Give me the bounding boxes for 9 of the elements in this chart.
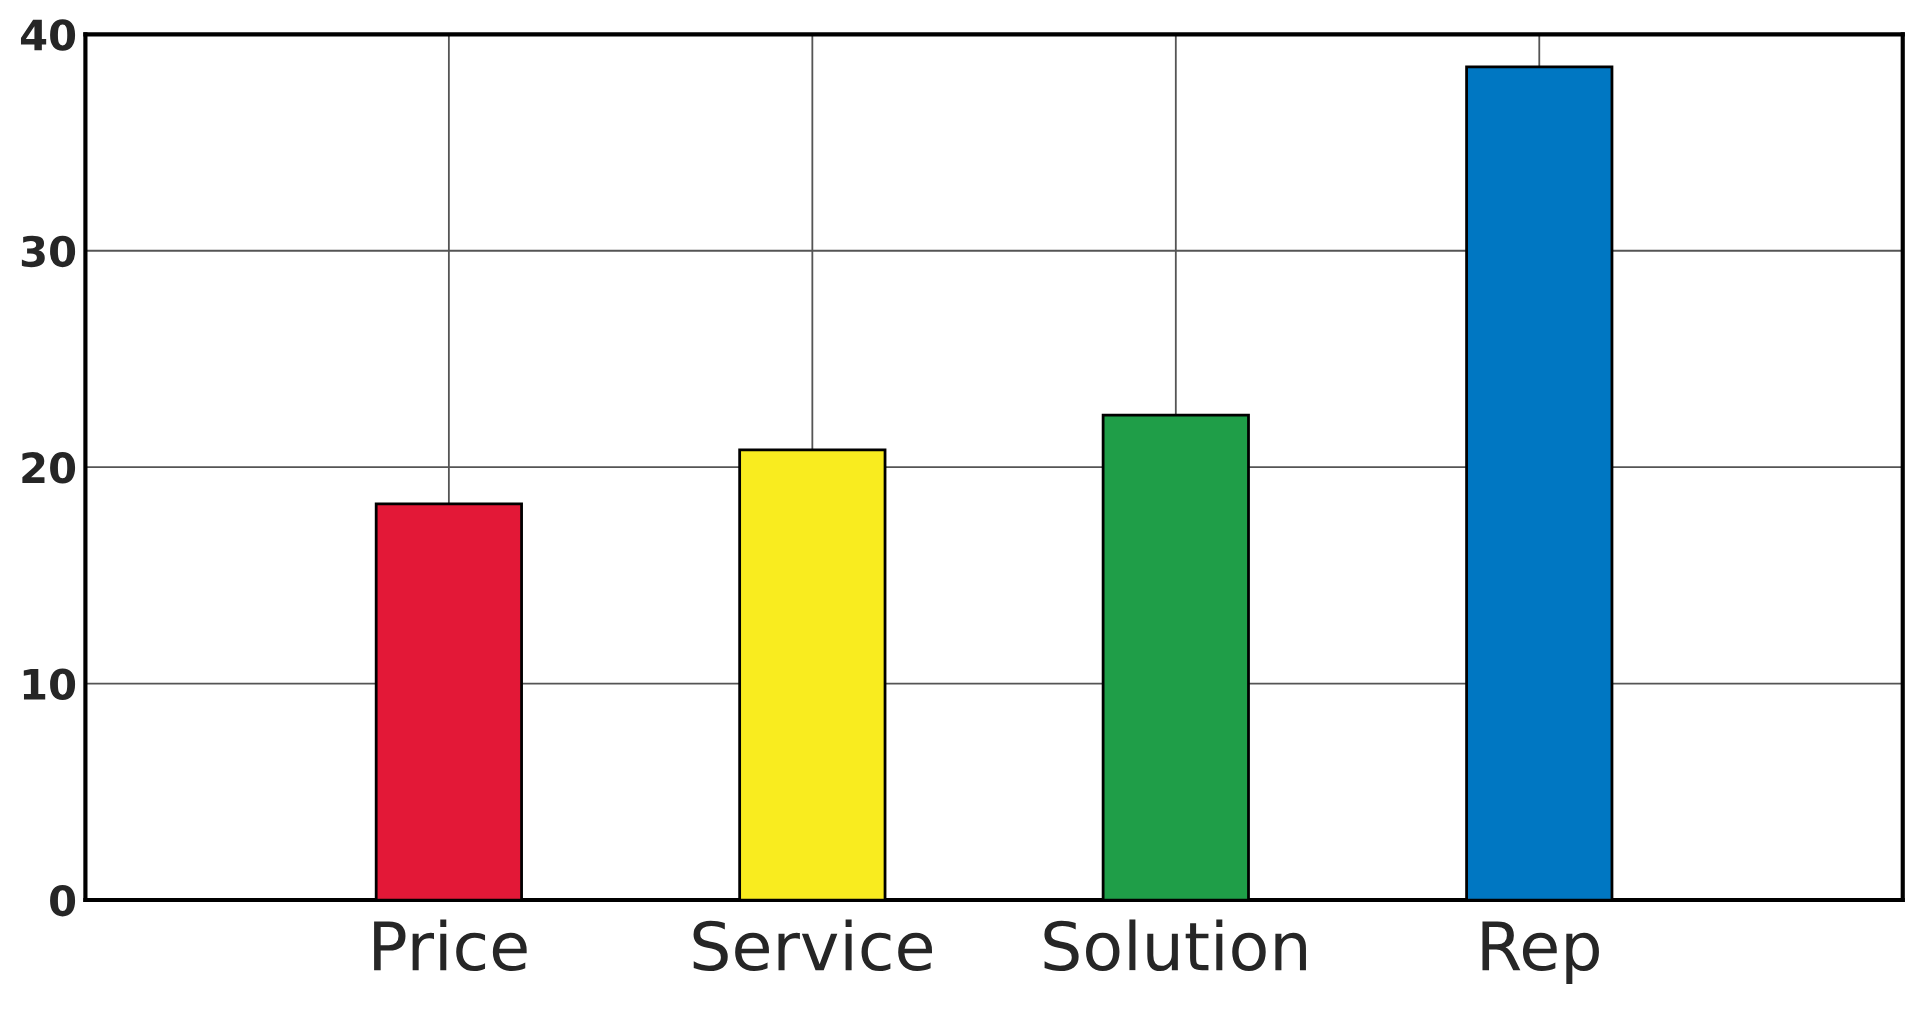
y-tick-label: 40 <box>20 19 76 51</box>
x-tick-label: Service <box>693 919 932 972</box>
y-tick-label: 10 <box>23 668 76 701</box>
x-tick-label: Solution <box>1044 919 1306 972</box>
y-tick-label: 0 <box>50 884 76 917</box>
y-tick-label: 30 <box>21 235 76 268</box>
x-tick-label: Rep <box>1482 921 1599 984</box>
x-tick-label: Price <box>374 919 527 972</box>
y-tick-label: 20 <box>22 452 76 484</box>
